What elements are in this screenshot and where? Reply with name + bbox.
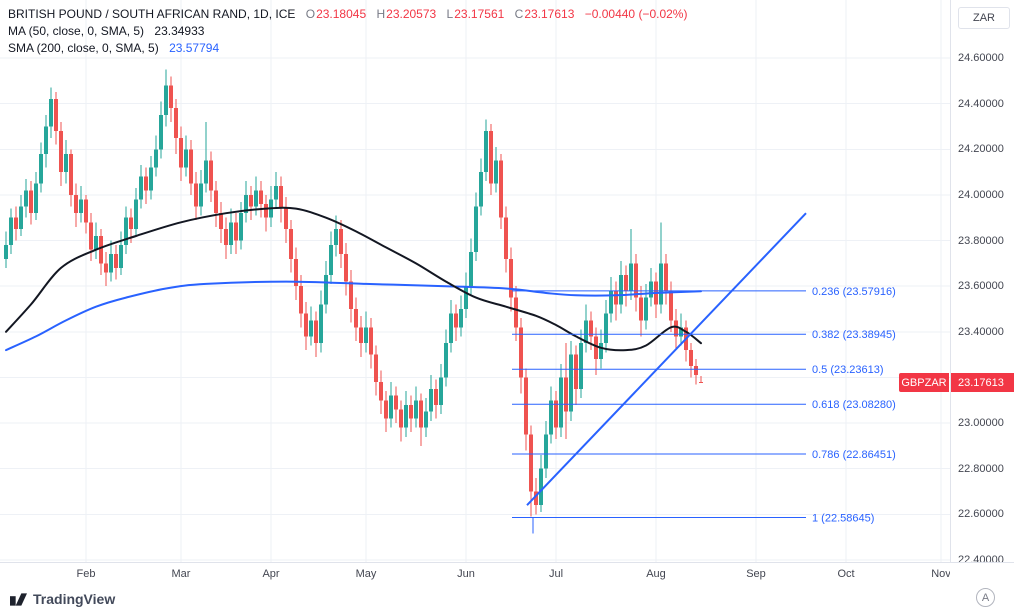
- high-label: H: [376, 7, 386, 21]
- sma200-label: SMA (200, close, 0, SMA, 5): [8, 41, 159, 55]
- candlestick-series: [4, 69, 703, 517]
- symbol-legend-row[interactable]: BRITISH POUND / SOUTH AFRICAN RAND, 1D, …: [8, 6, 687, 22]
- ma50-value: 23.34933: [154, 24, 205, 38]
- last-price-symbol-tag: GBPZAR: [899, 373, 949, 392]
- time-tick-label: Mar: [171, 568, 191, 580]
- last-price-label: 23.17613: [951, 373, 1014, 392]
- grid-lines: [0, 0, 950, 562]
- time-tick-label: Oct: [837, 568, 855, 580]
- high-value: 23.20573: [386, 7, 437, 21]
- fib-level-label: 0.382 (23.38945): [812, 329, 896, 341]
- time-tick-label: Feb: [76, 568, 96, 580]
- tradingview-logo-icon: [10, 592, 27, 607]
- change-value: −0.00440 (−0.02%): [584, 7, 688, 21]
- autoscale-button[interactable]: A: [976, 588, 995, 607]
- price-tick-label: 23.80000: [958, 234, 1004, 247]
- low-value: 23.17561: [454, 7, 505, 21]
- ma50-legend-row[interactable]: MA (50, close, 0, SMA, 5) 23.34933: [8, 23, 687, 39]
- ma50-line: [5, 206, 702, 352]
- open-label: O: [305, 7, 316, 21]
- footer: TradingView A: [0, 585, 1014, 615]
- chart-svg: 0.236 (23.57916) 0.382 (23.38945) 0.5 (23.…: [0, 0, 950, 562]
- time-tick-label: Jul: [548, 568, 564, 580]
- ma50-label: MA (50, close, 0, SMA, 5): [8, 24, 145, 38]
- price-axis[interactable]: 22.4000022.6000022.8000023.0000023.20000…: [950, 0, 1014, 566]
- price-tick-label: 22.60000: [958, 508, 1004, 521]
- price-tick-label: 24.40000: [958, 97, 1004, 110]
- close-value: 23.17613: [524, 7, 575, 21]
- price-tick-label: 23.40000: [958, 325, 1004, 338]
- price-tick-label: 23.00000: [958, 417, 1004, 430]
- sma200-value: 23.57794: [169, 41, 220, 55]
- tradingview-brand-text: TradingView: [33, 591, 116, 607]
- sma200-line: [5, 280, 702, 352]
- chart-legend: BRITISH POUND / SOUTH AFRICAN RAND, 1D, …: [8, 6, 687, 57]
- fib-level-label: 0.5 (23.23613): [812, 364, 884, 376]
- time-tick-label: Apr: [262, 568, 280, 580]
- fib-retracement[interactable]: 0.236 (23.57916) 0.382 (23.38945) 0.5 (23.…: [512, 286, 896, 534]
- time-tick-label: May: [355, 568, 377, 580]
- low-label: L: [446, 7, 454, 21]
- time-tick-label: Nov: [931, 568, 950, 580]
- time-axis-labels: Feb Mar Apr May Jun Jul Aug Sep Oct Nov: [0, 563, 950, 586]
- price-tick-label: 24.60000: [958, 52, 1004, 64]
- sma200-legend-row[interactable]: SMA (200, close, 0, SMA, 5) 23.57794: [8, 40, 687, 56]
- fib-level-label: 1 (22.58645): [812, 513, 874, 525]
- close-label: C: [514, 7, 524, 21]
- fib-level-label: 0.236 (23.57916): [812, 286, 896, 298]
- time-tick-label: Jun: [457, 568, 475, 580]
- price-tick-label: 24.20000: [958, 143, 1004, 156]
- price-tick-label: 24.00000: [958, 188, 1004, 201]
- tradingview-brand-link[interactable]: TradingView: [10, 591, 115, 607]
- open-value: 23.18045: [316, 7, 367, 21]
- time-tick-label: Aug: [646, 568, 666, 580]
- time-tick-label: Sep: [746, 568, 766, 580]
- trend-line[interactable]: [526, 212, 807, 506]
- price-chart-canvas[interactable]: 0.236 (23.57916) 0.382 (23.38945) 0.5 (23.…: [0, 0, 950, 562]
- time-axis[interactable]: Feb Mar Apr May Jun Jul Aug Sep Oct Nov: [0, 562, 1014, 586]
- currency-unit-label: ZAR: [973, 12, 995, 24]
- price-tick-label: 22.80000: [958, 462, 1004, 475]
- currency-unit-button[interactable]: ZAR: [958, 7, 1010, 29]
- price-tick-label: 23.60000: [958, 280, 1004, 293]
- symbol-title: BRITISH POUND / SOUTH AFRICAN RAND, 1D, …: [8, 7, 296, 21]
- fib-level-label: 0.786 (22.86451): [812, 449, 896, 461]
- fib-level-label: 0.618 (23.08280): [812, 399, 896, 411]
